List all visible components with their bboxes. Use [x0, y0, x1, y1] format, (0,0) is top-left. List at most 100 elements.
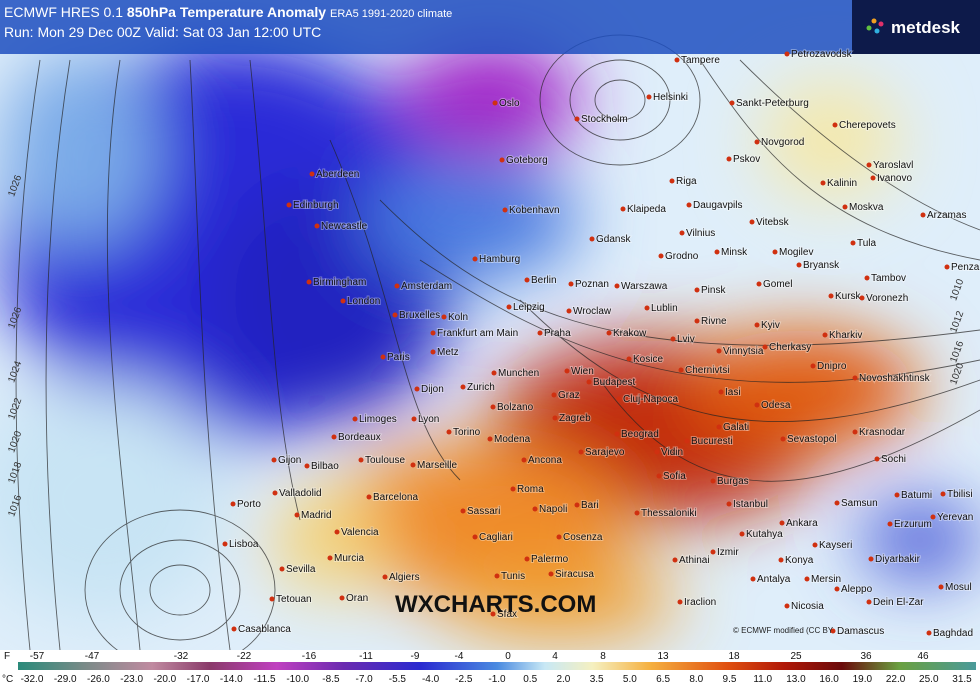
city-dot	[678, 367, 684, 373]
city-label: Berlin	[531, 275, 557, 286]
city-dot	[674, 57, 680, 63]
city-label: Tula	[857, 238, 877, 249]
city-dot	[866, 162, 872, 168]
city-dot	[327, 555, 333, 561]
city-dot	[491, 370, 497, 376]
c-value: 0.5	[523, 674, 537, 685]
c-value: 13.0	[786, 674, 806, 685]
c-value: 8.0	[689, 674, 703, 685]
city-label: Pinsk	[701, 285, 726, 296]
city-label: Bucuresti	[691, 436, 733, 447]
city-dot	[502, 207, 508, 213]
city-label: Penza	[951, 262, 980, 273]
city-label: Batumi	[901, 490, 932, 501]
logo-mark	[866, 18, 884, 34]
city-dot	[574, 502, 580, 508]
city-dot	[684, 438, 690, 444]
city-dot	[510, 486, 516, 492]
f-value: 4	[552, 651, 558, 662]
city-dot	[499, 157, 505, 163]
city-label: Rivne	[701, 316, 727, 327]
city-dot	[304, 463, 310, 469]
title: 850hPa Temperature Anomaly	[127, 4, 326, 20]
city-label: Marseille	[417, 460, 457, 471]
f-unit: F	[4, 651, 10, 662]
logo: metdesk	[891, 18, 961, 37]
city-dot	[524, 277, 530, 283]
f-value: -47	[85, 651, 100, 662]
f-value: -22	[237, 651, 252, 662]
c-value: -14.0	[220, 674, 243, 685]
city-label: Antalya	[757, 574, 791, 585]
city-dot	[677, 599, 683, 605]
city-dot	[414, 386, 420, 392]
city-dot	[472, 534, 478, 540]
f-value: -16	[302, 651, 317, 662]
city-dot	[828, 293, 834, 299]
city-dot	[710, 549, 716, 555]
city-dot	[654, 449, 660, 455]
city-label: Athinai	[679, 555, 710, 566]
f-value: -9	[411, 651, 420, 662]
colorbar	[18, 662, 976, 670]
city-label: Vidin	[661, 447, 683, 458]
city-dot	[460, 384, 466, 390]
c-value: -23.0	[120, 674, 143, 685]
city-label: Vilnius	[686, 228, 715, 239]
city-dot	[894, 492, 900, 498]
city-label: Torino	[453, 427, 481, 438]
city-label: London	[347, 296, 380, 307]
header-title-line: ECMWF HRES 0.1 850hPa Temperature Anomal…	[4, 4, 452, 20]
city-label: Kursk	[835, 291, 862, 302]
city-label: Novgorod	[761, 137, 804, 148]
city-label: Istanbul	[733, 499, 768, 510]
city-dot	[566, 308, 572, 314]
city-label: Cagliari	[479, 532, 513, 543]
city-dot	[646, 94, 652, 100]
city-dot	[279, 566, 285, 572]
city-label: Grodno	[665, 251, 699, 262]
city-dot	[716, 424, 722, 430]
city-label: Daugavpils	[693, 200, 742, 211]
city-dot	[756, 281, 762, 287]
city-dot	[492, 100, 498, 106]
city-label: Aberdeen	[316, 169, 359, 180]
city-label: Vinnytsia	[723, 346, 764, 357]
c-value: 25.0	[919, 674, 939, 685]
city-label: Krakow	[613, 328, 647, 339]
city-label: Algiers	[389, 572, 420, 583]
city-label: Praha	[544, 328, 571, 339]
model: ECMWF HRES 0.1	[4, 4, 123, 20]
city-label: Napoli	[539, 504, 567, 515]
city-label: Izmir	[717, 547, 739, 558]
city-label: Yaroslavl	[873, 160, 913, 171]
city-label: Valencia	[341, 527, 379, 538]
city-dot	[868, 556, 874, 562]
city-label: Yerevan	[937, 512, 973, 523]
city-label: Casablanca	[238, 624, 291, 635]
city-dot	[380, 354, 386, 360]
city-dot	[490, 611, 496, 617]
c-value: 19.0	[853, 674, 873, 685]
city-dot	[430, 349, 436, 355]
f-value: 8	[600, 651, 606, 662]
city-label: Thessaloniki	[641, 508, 697, 519]
city-label: Nicosia	[791, 601, 824, 612]
city-label: Birmingham	[313, 277, 366, 288]
city-label: Galati	[723, 422, 749, 433]
city-label: Newcastle	[321, 221, 368, 232]
city-dot	[644, 305, 650, 311]
city-label: Petrozavodsk	[791, 49, 853, 60]
city-dot	[294, 512, 300, 518]
city-dot	[490, 404, 496, 410]
city-label: Sevilla	[286, 564, 316, 575]
city-dot	[820, 180, 826, 186]
f-value: -32	[174, 651, 189, 662]
city-dot	[726, 501, 732, 507]
city-dot	[411, 416, 417, 422]
city-dot	[887, 521, 893, 527]
city-label: Kutahya	[746, 529, 783, 540]
city-dot	[679, 230, 685, 236]
